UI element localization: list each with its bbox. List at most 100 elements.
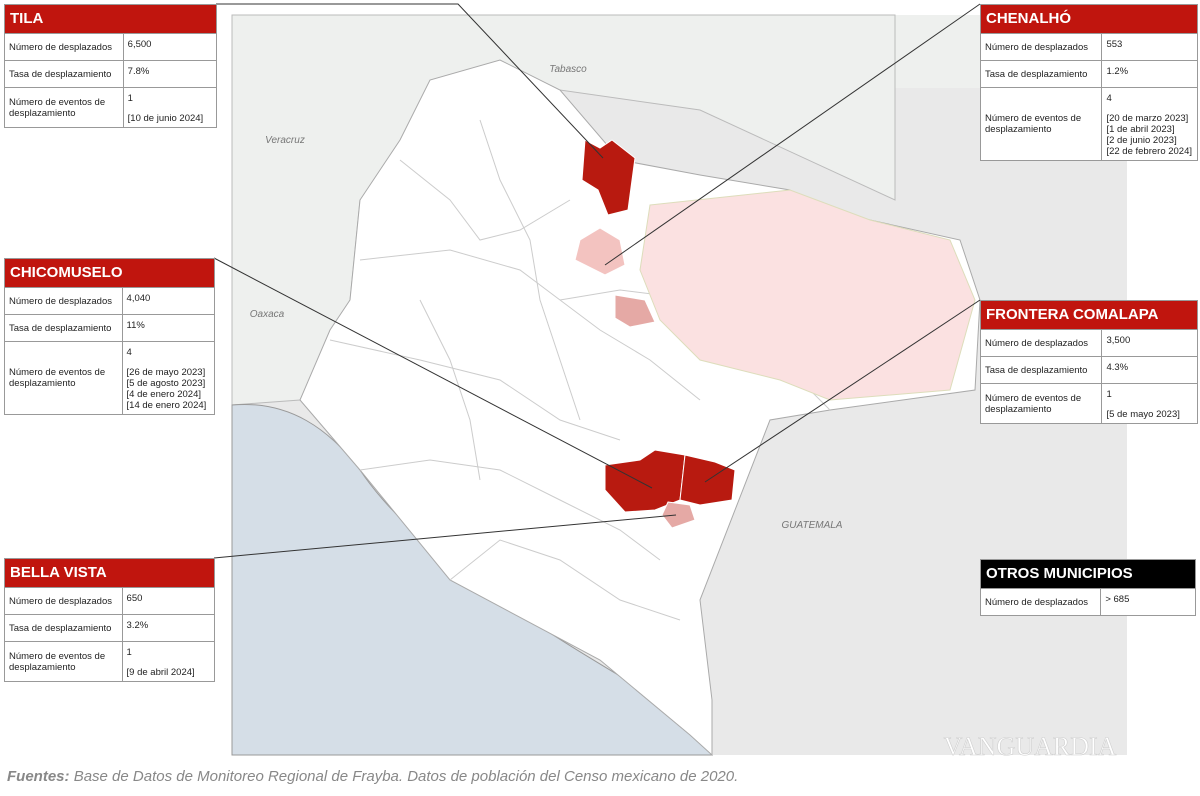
event-date: [5 de agosto 2023] [126, 378, 206, 389]
value: 1.2% [1106, 66, 1129, 77]
value: 11% [126, 320, 145, 331]
panel-table: Número de desplazados 553 Tasa de desplaza… [981, 33, 1197, 160]
panel-row: Número de desplazados 3,500 [981, 329, 1197, 357]
map-label: Oaxaca [250, 309, 285, 320]
value: 1 [1106, 389, 1112, 400]
row-value: 4 [20 de marzo 2023] [1 de abril 2023] [2 d… [1101, 87, 1197, 160]
panel-title: FRONTERA COMALAPA [981, 301, 1197, 329]
value: 650 [126, 593, 143, 604]
panel-title: CHICOMUSELO [5, 259, 214, 287]
info-panel: CHICOMUSELO Número de desplazados 4,040 Tas… [4, 258, 215, 415]
row-label: Número de eventos de desplazamiento [981, 87, 1103, 160]
row-value: 1 [10 de junio 2024] [123, 87, 216, 127]
row-value: 553 [1101, 33, 1197, 61]
chenalho-area [574, 227, 626, 276]
event-date: [2 de junio 2023] [1106, 135, 1177, 146]
value: 4,040 [126, 293, 151, 304]
row-value: 1.2% [1101, 60, 1197, 88]
row-label: Número de desplazados [981, 33, 1103, 61]
map-label: GUATEMALA [782, 520, 843, 531]
row-label: Número de eventos de desplazamiento [5, 87, 124, 127]
panel-table: Número de desplazados 6,500 Tasa de despla… [5, 33, 216, 127]
row-label: Tasa de desplazamiento [981, 60, 1103, 88]
panel-row: Número de desplazados 650 [5, 587, 214, 615]
watermark: VANGUARDIA [944, 732, 1117, 761]
tabasco-region [232, 15, 1127, 88]
value: > 685 [1105, 594, 1130, 605]
row-label: Número de eventos de desplazamiento [5, 641, 123, 681]
bella-vista-area [661, 501, 696, 529]
event-date: [4 de enero 2024] [126, 389, 202, 400]
row-value: 7.8% [123, 60, 216, 88]
panel-row: Número de desplazados 6,500 [5, 33, 216, 61]
panel-table: Número de desplazados > 685 [981, 588, 1195, 615]
source: Fuentes: Base de Datos de Monitoreo Regi… [7, 768, 738, 785]
row-value: 650 [122, 587, 214, 615]
row-value: 4.3% [1101, 356, 1197, 384]
value: 4 [126, 347, 132, 358]
row-value: 6,500 [123, 33, 216, 61]
row-label: Número de eventos de desplazamiento [5, 341, 123, 414]
row-value: 1 [9 de abril 2024] [122, 641, 214, 681]
event-date: [10 de junio 2024] [127, 113, 204, 124]
panel-row: Número de eventos de desplazamiento 4 [20 … [981, 87, 1197, 160]
row-value: 4,040 [122, 287, 214, 315]
row-value: 3.2% [122, 614, 214, 642]
value: 7.8% [127, 66, 150, 77]
panel-row: Número de desplazados > 685 [981, 588, 1195, 615]
value: 1 [126, 647, 132, 658]
value: 1 [127, 93, 133, 104]
row-value: 1 [5 de mayo 2023] [1101, 383, 1197, 423]
value: 3.2% [126, 620, 149, 631]
row-label: Número de desplazados [981, 588, 1102, 615]
panel-title: CHENALHÓ [981, 5, 1197, 33]
value: 553 [1106, 39, 1123, 50]
value: 4 [1106, 93, 1112, 104]
small-area [614, 294, 656, 328]
row-value: 3,500 [1101, 329, 1197, 357]
panel-row: Tasa de desplazamiento 11% [5, 314, 214, 342]
event-date: [14 de enero 2024] [126, 400, 207, 411]
info-panel: CHENALHÓ Número de desplazados 553 Tasa de … [980, 4, 1198, 161]
connectors [213, 3, 981, 559]
row-label: Número de desplazados [5, 287, 123, 315]
info-panel: BELLA VISTA Número de desplazados 650 Tasa … [4, 558, 215, 682]
row-value: 11% [122, 314, 214, 342]
panel-title: BELLA VISTA [5, 559, 214, 587]
panel-title: TILA [5, 5, 216, 33]
panel-row: Número de eventos de desplazamiento 1 [10 … [5, 87, 216, 127]
panel-row: Número de eventos de desplazamiento 1 [5 d… [981, 383, 1197, 423]
info-panel: OTROS MUNICIPIOS Número de desplazados > 6… [980, 559, 1196, 616]
tila-area [581, 139, 636, 216]
event-date: [9 de abril 2024] [126, 667, 195, 678]
pink-region [639, 189, 976, 401]
panel-table: Número de desplazados 3,500 Tasa de despla… [981, 329, 1197, 423]
row-label: Número de desplazados [981, 329, 1103, 357]
row-label: Tasa de desplazamiento [5, 314, 123, 342]
event-date: [26 de mayo 2023] [126, 367, 206, 378]
row-value: 4 [26 de mayo 2023] [5 de agosto 2023] [4 d… [122, 341, 214, 414]
panel-row: Tasa de desplazamiento 3.2% [5, 614, 214, 642]
info-panel: FRONTERA COMALAPA Número de desplazados 3,… [980, 300, 1198, 424]
row-label: Tasa de desplazamiento [981, 356, 1103, 384]
row-label: Número de desplazados [5, 587, 123, 615]
row-value: > 685 [1100, 588, 1195, 615]
event-date: [1 de abril 2023] [1106, 124, 1175, 135]
panel-row: Número de desplazados 553 [981, 33, 1197, 61]
map-label: Tabasco [549, 64, 587, 75]
value: 4.3% [1106, 362, 1129, 373]
panel-row: Número de eventos de desplazamiento 4 [26 … [5, 341, 214, 414]
value: 6,500 [127, 39, 152, 50]
panel-table: Número de desplazados 4,040 Tasa de despla… [5, 287, 214, 414]
source-text: Base de Datos de Monitoreo Regional de F… [73, 768, 739, 785]
event-date: [22 de febrero 2024] [1106, 146, 1193, 157]
event-date: [20 de marzo 2023] [1106, 113, 1189, 124]
row-label: Número de eventos de desplazamiento [981, 383, 1103, 423]
panel-table: Número de desplazados 650 Tasa de desplaza… [5, 587, 214, 681]
panel-title: OTROS MUNICIPIOS [981, 560, 1195, 588]
panel-row: Tasa de desplazamiento 7.8% [5, 60, 216, 88]
panel-row: Número de eventos de desplazamiento 1 [9 d… [5, 641, 214, 681]
info-panel: TILA Número de desplazados 6,500 Tasa de de… [4, 4, 217, 128]
